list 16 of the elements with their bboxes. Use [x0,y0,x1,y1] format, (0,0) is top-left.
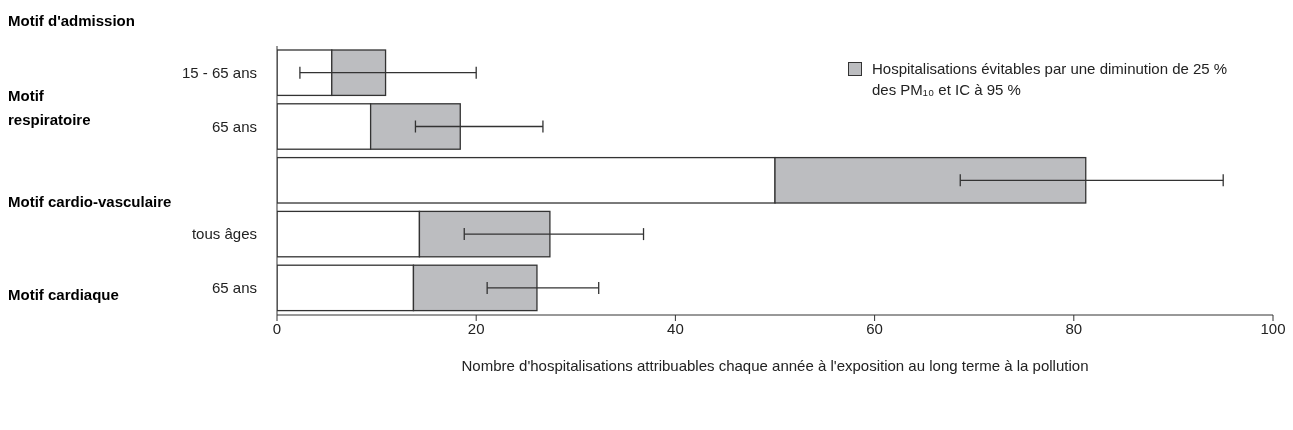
y-tick-label: 15 - 65 ans [181,63,257,81]
text: Motif respiratoire [8,86,92,131]
y-axis-title: Motif d'admission [8,12,135,29]
x-tick-label: 0 [272,319,282,337]
text: Motif cardio-vasculaire [8,191,173,212]
text: Motif cardiaque [8,285,119,303]
x-tick-label: 60 [866,319,883,337]
x-axis-title: Nombre d'hospitalisations attribuables chaque année à l'exposition au long terme à la pollution [461,357,1089,374]
y-tick-label: 65 ans [211,117,257,135]
x-tick-label: 40 [667,319,684,337]
x-tick-label: 100 [1260,319,1286,337]
y-tick-label: tous âges [191,225,257,243]
x-tick-label: 80 [1065,319,1083,337]
legend-label: Hospitalisations évitables par une diminution de 25 % des PM₁₀ et IC à 95 % [872,59,1228,100]
x-tick-label: 20 [467,319,485,337]
y-tick-label: 65 ans [211,279,257,297]
